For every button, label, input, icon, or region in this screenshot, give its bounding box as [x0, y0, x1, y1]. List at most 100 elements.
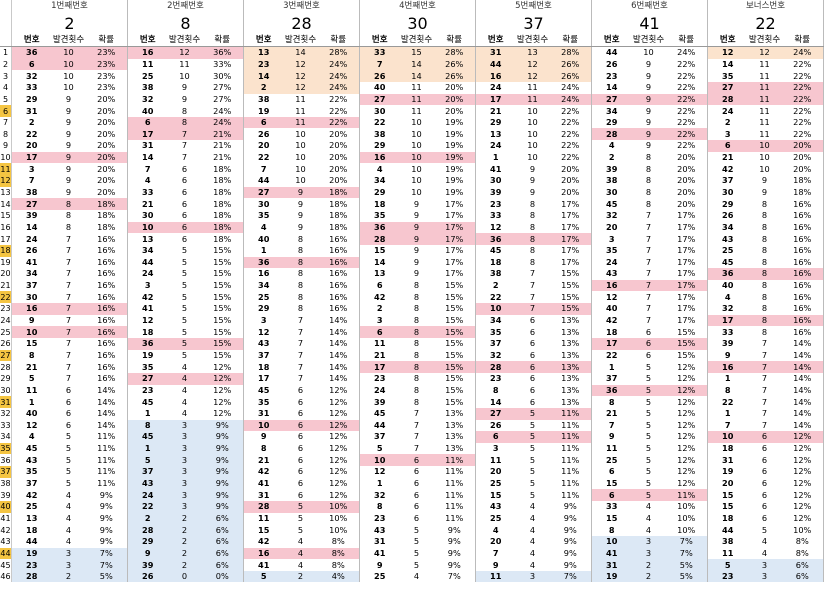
cell-number[interactable]: 15: [374, 245, 386, 256]
cell-percent[interactable]: 17%: [665, 221, 708, 234]
cell-number[interactable]: 26: [258, 128, 270, 139]
cell-number[interactable]: 37: [722, 175, 734, 186]
cell-number[interactable]: 43: [374, 524, 386, 535]
cell-percent[interactable]: 14%: [317, 338, 360, 350]
cell-percent[interactable]: 12%: [317, 466, 360, 478]
cell-count[interactable]: 8: [167, 116, 202, 129]
cell-number[interactable]: 22: [722, 396, 734, 407]
cell-number[interactable]: 4: [28, 431, 35, 442]
cell-percent[interactable]: 20%: [85, 175, 128, 187]
cell-percent[interactable]: 9%: [85, 535, 128, 548]
cell-number[interactable]: 38: [606, 175, 618, 186]
cell-number[interactable]: 6: [608, 466, 615, 477]
cell-count[interactable]: 9: [413, 245, 420, 256]
cell-percent[interactable]: 11%: [433, 454, 476, 467]
cell-number[interactable]: 44: [26, 536, 38, 547]
cell-count[interactable]: 5: [413, 524, 420, 535]
cell-number[interactable]: 23: [142, 384, 154, 395]
cell-number[interactable]: 42: [722, 163, 734, 174]
cell-number[interactable]: 25: [606, 454, 618, 465]
cell-percent[interactable]: 22%: [549, 128, 592, 141]
cell-count[interactable]: 7: [181, 152, 188, 163]
cell-percent[interactable]: 9%: [201, 454, 244, 467]
cell-number[interactable]: 10: [11, 326, 52, 339]
cell-count[interactable]: 9: [529, 187, 536, 197]
cell-count[interactable]: 10: [527, 105, 538, 116]
cell-percent[interactable]: 9%: [549, 535, 592, 548]
cell-count[interactable]: 3: [747, 570, 782, 583]
cell-number[interactable]: 20: [606, 221, 618, 232]
cell-count[interactable]: 9: [413, 268, 420, 279]
cell-number[interactable]: 5: [127, 454, 168, 467]
cell-number[interactable]: 25: [374, 571, 386, 582]
cell-percent[interactable]: 18%: [201, 186, 244, 199]
cell-count[interactable]: 10: [295, 128, 306, 139]
cell-count[interactable]: 6: [413, 489, 420, 500]
cell-percent[interactable]: 9%: [201, 431, 244, 443]
cell-number[interactable]: 36: [707, 268, 748, 280]
cell-number[interactable]: 1: [608, 361, 615, 372]
cell-count[interactable]: 6: [413, 466, 420, 477]
cell-count[interactable]: 4: [529, 536, 536, 547]
row-number[interactable]: 42: [0, 524, 12, 536]
cell-percent[interactable]: 18%: [201, 221, 244, 234]
cell-number[interactable]: 21: [26, 361, 38, 372]
cell-number[interactable]: 4: [260, 221, 267, 232]
cell-count[interactable]: 10: [643, 47, 654, 58]
cell-number[interactable]: 10: [243, 419, 284, 432]
cell-count[interactable]: 8: [51, 198, 86, 210]
cell-percent[interactable]: 24%: [201, 105, 244, 117]
cell-number[interactable]: 27: [359, 93, 400, 106]
cell-number[interactable]: 21: [606, 408, 618, 419]
cell-number[interactable]: 24: [722, 105, 734, 116]
cell-percent[interactable]: 11%: [85, 431, 128, 443]
cell-count[interactable]: 5: [283, 500, 318, 513]
cell-percent[interactable]: 22%: [549, 105, 592, 117]
cell-percent[interactable]: 13%: [549, 396, 592, 408]
cell-percent[interactable]: 9%: [433, 524, 476, 536]
cell-percent[interactable]: 22%: [317, 116, 360, 129]
cell-number[interactable]: 8: [492, 384, 499, 395]
row-number[interactable]: 26: [0, 338, 12, 350]
cell-count[interactable]: 5: [181, 256, 188, 267]
cell-number[interactable]: 10: [359, 454, 400, 467]
cell-percent[interactable]: 15%: [433, 361, 476, 373]
cell-percent[interactable]: 9%: [85, 512, 128, 525]
cell-count[interactable]: 5: [529, 454, 536, 465]
cell-count[interactable]: 5: [529, 489, 536, 500]
cell-percent[interactable]: 12%: [201, 384, 244, 397]
cell-percent[interactable]: 26%: [549, 70, 592, 82]
cell-count[interactable]: 9: [399, 233, 434, 245]
cell-percent[interactable]: 17%: [549, 256, 592, 269]
cell-count[interactable]: 11: [747, 81, 782, 94]
cell-number[interactable]: 7: [608, 419, 615, 430]
cell-count[interactable]: 11: [179, 58, 190, 69]
cell-count[interactable]: 6: [529, 373, 536, 384]
cell-count[interactable]: 5: [631, 384, 666, 397]
cell-number[interactable]: 32: [374, 489, 386, 500]
cell-count[interactable]: 10: [527, 117, 538, 128]
cell-count[interactable]: 6: [761, 454, 768, 465]
cell-number[interactable]: 29: [26, 93, 38, 104]
cell-count[interactable]: 11: [411, 105, 422, 116]
cell-count[interactable]: 11: [515, 93, 550, 106]
cell-percent[interactable]: 17%: [665, 303, 708, 315]
cell-percent[interactable]: 7%: [433, 570, 476, 583]
cell-number[interactable]: 30: [258, 198, 270, 209]
cell-percent[interactable]: 19%: [433, 163, 476, 176]
cell-number[interactable]: 12: [374, 466, 386, 477]
cell-number[interactable]: 2: [28, 117, 35, 128]
cell-percent[interactable]: 9%: [201, 489, 244, 501]
cell-percent[interactable]: 15%: [433, 326, 476, 339]
cell-number[interactable]: 12: [26, 419, 38, 430]
cell-number[interactable]: 34: [374, 175, 386, 186]
cell-number[interactable]: 34: [490, 315, 502, 326]
cell-percent[interactable]: 28%: [433, 46, 476, 59]
cell-percent[interactable]: 18%: [201, 198, 244, 210]
cell-percent[interactable]: 17%: [433, 221, 476, 234]
cell-percent[interactable]: 16%: [781, 291, 824, 304]
cell-percent[interactable]: 16%: [85, 303, 128, 315]
cell-count[interactable]: 2: [167, 535, 202, 548]
cell-count[interactable]: 8: [297, 291, 304, 302]
cell-number[interactable]: 35: [722, 70, 734, 81]
